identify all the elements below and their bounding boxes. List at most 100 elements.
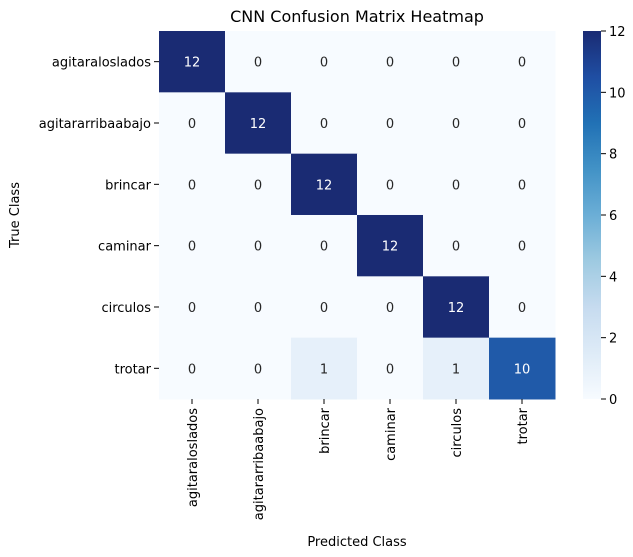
cell-value-label: 0: [518, 56, 526, 71]
y-tick-label: caminar: [98, 240, 152, 255]
heatmap-cell: [291, 31, 358, 93]
cell-value-label: 0: [254, 301, 262, 316]
y-axis: agitaraloslados agitararribaabajo brincar c…: [39, 56, 159, 377]
heatmap-cell: [423, 153, 490, 216]
cell-value-label: 0: [386, 362, 394, 377]
colorbar-tick-label: 12: [609, 25, 626, 40]
cell-value-label: 0: [518, 240, 526, 255]
colorbar-tick-label: 10: [609, 86, 626, 101]
y-tick-label: circulos: [101, 301, 151, 316]
cell-value-label: 0: [386, 301, 394, 316]
heatmap-cell: [489, 92, 556, 155]
heatmap-cell: [225, 31, 292, 93]
heatmap-annotations: 12 0 0 0 0 00 12 0 0 0 00 0 12 0 0 00 0 0 12 0 00 0 0 0 12 00 0 1 0 1…: [184, 56, 531, 378]
cell-value-label: 0: [452, 178, 460, 193]
y-axis-label: True Class: [8, 182, 23, 249]
heatmap-cell: [357, 92, 424, 155]
heatmap-cell: [291, 214, 358, 277]
cell-value-label: 0: [188, 301, 196, 316]
heatmap-cell: [159, 153, 226, 216]
colorbar-tick-label: 6: [609, 209, 617, 224]
cell-value-label: 0: [452, 56, 460, 71]
y-tick-label: agitaraloslados: [52, 56, 151, 71]
colorbar-tick-label: 8: [609, 148, 617, 163]
y-tick-label: agitararribaabajo: [39, 117, 151, 132]
cell-value-label: 1: [452, 362, 460, 377]
cell-value-label: 0: [518, 117, 526, 132]
colorbar-tick-label: 2: [609, 332, 617, 347]
cell-value-label: 0: [188, 178, 196, 193]
heatmap-cell: [489, 276, 556, 339]
heatmap-cell: [291, 276, 358, 339]
heatmap-cell: [357, 214, 424, 277]
cell-value-label: 0: [452, 117, 460, 132]
cell-value-label: 0: [254, 178, 262, 193]
cell-value-label: 10: [514, 362, 531, 377]
cell-value-label: 0: [188, 362, 196, 377]
colorbar-tick-label: 0: [609, 393, 617, 408]
cell-value-label: 0: [254, 362, 262, 377]
cell-value-label: 0: [386, 117, 394, 132]
cell-value-label: 0: [254, 56, 262, 71]
heatmap-cell: [291, 92, 358, 155]
cell-value-label: 0: [320, 56, 328, 71]
heatmap-cells: [159, 31, 556, 400]
heatmap-cell: [423, 31, 490, 93]
colorbar-tick-label: 4: [609, 270, 617, 285]
heatmap-cell: [489, 337, 556, 400]
heatmap-cell: [159, 214, 226, 277]
heatmap-cell: [225, 92, 292, 155]
x-tick-label: circulos: [450, 408, 465, 458]
heatmap-cell: [489, 153, 556, 216]
heatmap-cell: [225, 276, 292, 339]
heatmap-cell: [291, 153, 358, 216]
cell-value-label: 12: [184, 56, 201, 71]
cell-value-label: 0: [254, 240, 262, 255]
colorbar-ticks: 0 2 4 6 8 10 12: [601, 25, 626, 408]
heatmap-cell: [291, 337, 358, 400]
cell-value-label: 12: [448, 301, 465, 316]
x-tick-label: agitaraloslados: [186, 408, 201, 507]
heatmap-cell: [423, 92, 490, 155]
cell-value-label: 0: [188, 117, 196, 132]
cell-value-label: 0: [320, 240, 328, 255]
heatmap-cell: [423, 337, 490, 400]
cell-value-label: 1: [320, 362, 328, 377]
heatmap-cell: [423, 276, 490, 339]
heatmap-cell: [357, 337, 424, 400]
heatmap-cell: [225, 214, 292, 277]
heatmap-cell: [489, 214, 556, 277]
heatmap-cell: [357, 276, 424, 339]
cell-value-label: 0: [320, 117, 328, 132]
cell-value-label: 12: [250, 117, 267, 132]
heatmap-cell: [357, 31, 424, 93]
x-tick-label: caminar: [384, 407, 399, 461]
cell-value-label: 0: [518, 178, 526, 193]
x-axis: agitaraloslados agitararribaabajo brincar c…: [186, 398, 531, 520]
cell-value-label: 0: [386, 56, 394, 71]
x-axis-label: Predicted Class: [307, 535, 407, 550]
heatmap-cell: [225, 153, 292, 216]
heatmap-cell: [159, 337, 226, 400]
heatmap-cell: [489, 31, 556, 93]
heatmap-cell: [423, 214, 490, 277]
x-tick-label: agitararribaabajo: [252, 408, 267, 520]
y-tick-label: brincar: [105, 178, 152, 193]
heatmap-cell: [225, 337, 292, 400]
x-tick-label: brincar: [318, 407, 333, 454]
cell-value-label: 0: [386, 178, 394, 193]
heatmap-cell: [159, 92, 226, 155]
cell-value-label: 0: [452, 240, 460, 255]
chart-title: CNN Confusion Matrix Heatmap: [230, 7, 484, 26]
cell-value-label: 0: [188, 240, 196, 255]
x-tick-label: trotar: [516, 407, 531, 444]
cell-value-label: 0: [518, 301, 526, 316]
cell-value-label: 0: [320, 301, 328, 316]
cell-value-label: 12: [382, 240, 399, 255]
cell-value-label: 12: [316, 178, 333, 193]
y-tick-label: trotar: [114, 362, 151, 377]
heatmap-cell: [159, 276, 226, 339]
colorbar: 0 2 4 6 8 10 12: [583, 25, 626, 408]
heatmap-cell: [159, 31, 226, 93]
